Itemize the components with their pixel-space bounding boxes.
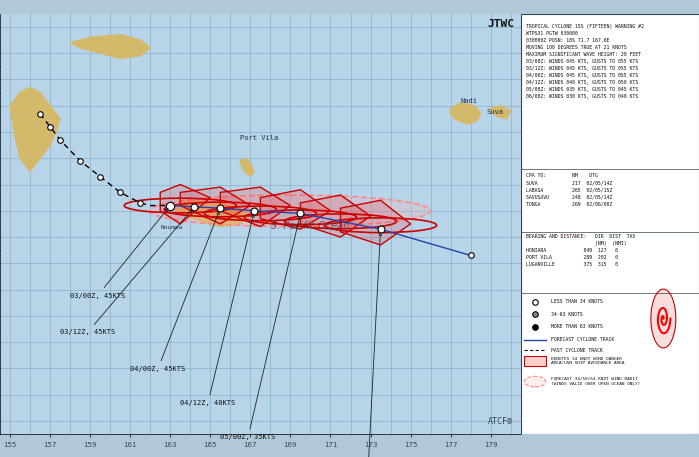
Text: 04/12Z, 40KTS: 04/12Z, 40KTS — [180, 214, 254, 406]
Text: JTWC: JTWC — [488, 19, 514, 29]
Polygon shape — [301, 195, 370, 237]
Text: TROPICAL CYCLONE 15S (FIFTEEN) WARNING #2
WTPS31 PGTW 030000
030000Z POSN: 18S 7: TROPICAL CYCLONE 15S (FIFTEEN) WARNING #… — [526, 24, 644, 99]
Ellipse shape — [524, 377, 546, 387]
Text: 03/00Z, 45KTS: 03/00Z, 45KTS — [70, 208, 168, 298]
Text: 05/00Z, 35KTS: 05/00Z, 35KTS — [220, 217, 301, 441]
Text: Port Vila: Port Vila — [240, 135, 279, 141]
Ellipse shape — [150, 195, 431, 227]
Text: 06/00Z, 30KTS: 06/00Z, 30KTS — [340, 233, 396, 457]
Polygon shape — [70, 35, 150, 58]
Polygon shape — [220, 187, 290, 227]
Text: BEARING AND DISTANCE:   DIR  DIST  TAV
                        (NM)  (NMI)
HONIA: BEARING AND DISTANCE: DIR DIST TAV (NM) … — [526, 234, 635, 267]
Text: CPA TO:         NM    DTG
SUVA            217  02/05/14Z
LABASA          265  02: CPA TO: NM DTG SUVA 217 02/05/14Z LABASA… — [526, 174, 612, 207]
Polygon shape — [180, 187, 250, 224]
Text: 03/12Z, 45KTS: 03/12Z, 45KTS — [60, 210, 192, 335]
Polygon shape — [160, 185, 210, 224]
Polygon shape — [10, 87, 60, 171]
Text: DENOTES 34 KNOT WIND DANGER
AREA/USN SHIP AVOIDANCE AREA: DENOTES 34 KNOT WIND DANGER AREA/USN SHI… — [551, 356, 625, 366]
Text: Nadi: Nadi — [461, 98, 477, 104]
Polygon shape — [491, 106, 511, 119]
Text: 34-63 KNOTS: 34-63 KNOTS — [551, 312, 583, 317]
FancyBboxPatch shape — [521, 14, 699, 434]
Text: S. Pacific Ocean: S. Pacific Ocean — [271, 221, 350, 231]
Text: Suva: Suva — [487, 109, 504, 115]
Text: MORE THAN 63 KNOTS: MORE THAN 63 KNOTS — [551, 324, 603, 329]
Polygon shape — [451, 103, 481, 124]
Bar — [524, 356, 546, 366]
Circle shape — [651, 289, 676, 348]
Polygon shape — [340, 200, 410, 245]
Text: PAST CYCLONE TRACK: PAST CYCLONE TRACK — [551, 348, 603, 352]
Text: 04/00Z, 45KTS: 04/00Z, 45KTS — [130, 212, 219, 372]
Text: FORECAST CYCLONE TRACK: FORECAST CYCLONE TRACK — [551, 337, 614, 342]
Polygon shape — [261, 190, 331, 229]
Text: LESS THAN 34 KNOTS: LESS THAN 34 KNOTS — [551, 299, 603, 304]
Text: FORECAST 34/50/64 KNOT WIND RADII
(WINDS VALID OVER OPEN OCEAN ONLY): FORECAST 34/50/64 KNOT WIND RADII (WINDS… — [551, 377, 640, 386]
Polygon shape — [240, 158, 254, 176]
Text: Noumea: Noumea — [160, 225, 182, 230]
Text: ATCF®: ATCF® — [488, 417, 513, 426]
Polygon shape — [171, 200, 250, 227]
